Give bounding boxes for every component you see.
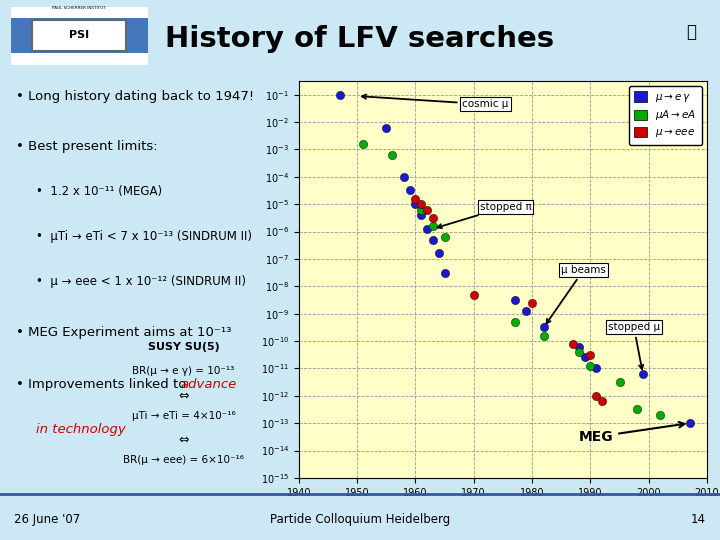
Text: • Best present limits:: • Best present limits: (16, 139, 158, 153)
Text: PSI: PSI (69, 30, 89, 40)
Text: BR(μ → e γ) = 10⁻¹³: BR(μ → e γ) = 10⁻¹³ (132, 366, 235, 376)
Text: •  μTi → eTi < 7 x 10⁻¹³ (SINDRUM II): • μTi → eTi < 7 x 10⁻¹³ (SINDRUM II) (37, 230, 253, 242)
Text: 14: 14 (690, 513, 706, 526)
Text: stopped μ: stopped μ (608, 322, 660, 369)
FancyBboxPatch shape (32, 19, 126, 51)
Text: BR(μ → eee) = 6×10⁻¹⁶: BR(μ → eee) = 6×10⁻¹⁶ (123, 455, 244, 465)
Text: •  1.2 x 10⁻¹¹ (MEGA): • 1.2 x 10⁻¹¹ (MEGA) (37, 185, 163, 198)
Text: 26 June '07: 26 June '07 (14, 513, 81, 526)
FancyBboxPatch shape (11, 7, 148, 65)
Text: • Improvements linked to: • Improvements linked to (16, 378, 191, 391)
Text: ⇔: ⇔ (179, 434, 189, 447)
Text: μTi → eTi = 4×10⁻¹⁶: μTi → eTi = 4×10⁻¹⁶ (132, 410, 235, 421)
Text: μ beams: μ beams (546, 265, 606, 323)
Text: PAUL SCHERRER INSTITUT: PAUL SCHERRER INSTITUT (53, 6, 106, 10)
Text: cosmic μ: cosmic μ (362, 94, 508, 109)
Text: ⇔: ⇔ (179, 389, 189, 402)
Text: in technology: in technology (37, 423, 126, 436)
Text: •  μ → eee < 1 x 10⁻¹² (SINDRUM II): • μ → eee < 1 x 10⁻¹² (SINDRUM II) (37, 275, 246, 288)
Text: 🔬: 🔬 (686, 23, 696, 40)
Text: MEG: MEG (579, 422, 685, 444)
Text: History of LFV searches: History of LFV searches (166, 25, 554, 52)
Text: Partide Colloquium Heidelberg: Partide Colloquium Heidelberg (270, 513, 450, 526)
Text: advance: advance (181, 378, 237, 391)
Text: stopped π: stopped π (438, 202, 531, 228)
Text: • MEG Experiment aims at 10⁻¹³: • MEG Experiment aims at 10⁻¹³ (16, 326, 231, 340)
FancyBboxPatch shape (11, 17, 148, 52)
Text: • Long history dating back to 1947!: • Long history dating back to 1947! (16, 90, 254, 103)
Legend: $\mu \rightarrow e\,\gamma$, $\mu A \rightarrow eA$, $\mu \rightarrow eee$: $\mu \rightarrow e\,\gamma$, $\mu A \rig… (629, 86, 702, 145)
Text: SUSY SU(5): SUSY SU(5) (148, 342, 220, 352)
